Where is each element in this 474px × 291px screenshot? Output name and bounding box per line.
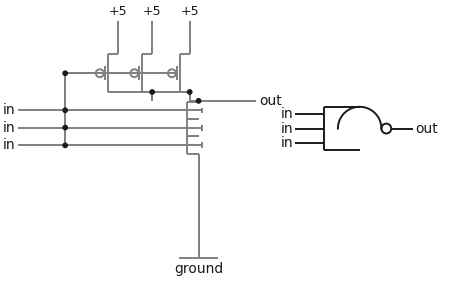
Circle shape	[196, 99, 201, 103]
Text: out: out	[259, 94, 282, 108]
Circle shape	[150, 90, 155, 94]
Circle shape	[63, 108, 67, 112]
Text: out: out	[415, 122, 438, 136]
Circle shape	[63, 125, 67, 130]
Text: ground: ground	[174, 262, 223, 276]
Circle shape	[63, 143, 67, 148]
Circle shape	[188, 90, 192, 94]
Text: +5: +5	[143, 5, 162, 18]
Text: in: in	[3, 120, 16, 134]
Text: +5: +5	[108, 5, 127, 18]
Text: in: in	[281, 136, 293, 150]
Text: in: in	[3, 138, 16, 152]
Text: in: in	[281, 107, 293, 121]
Text: in: in	[3, 103, 16, 117]
Text: +5: +5	[181, 5, 199, 18]
Text: in: in	[281, 122, 293, 136]
Circle shape	[63, 71, 67, 75]
